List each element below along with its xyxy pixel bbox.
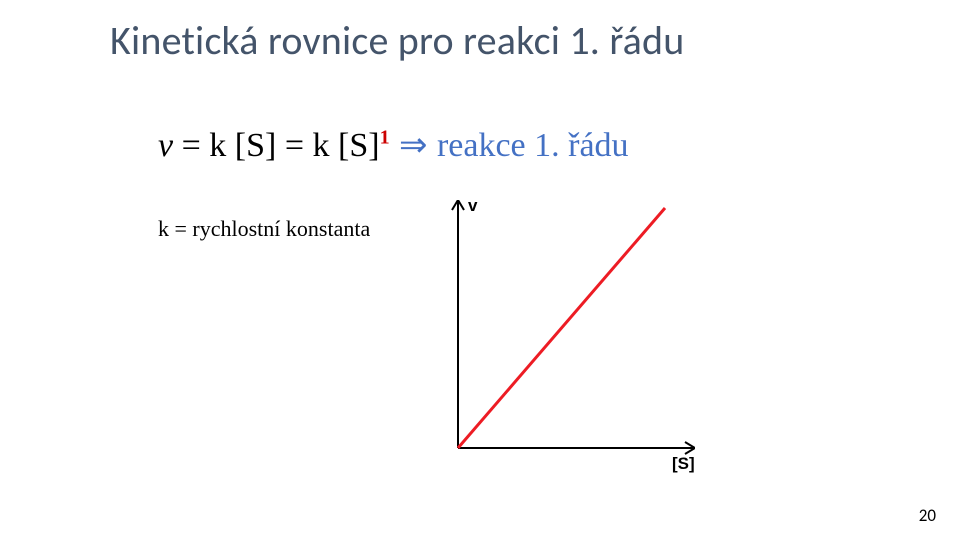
- equation-v: v: [158, 127, 173, 164]
- equation-rhs: reakce 1. řádu: [437, 127, 629, 164]
- equation-lhs: = k [S] = k [S]: [173, 127, 379, 164]
- kinetic-equation: v = k [S] = k [S]1 ⇒ reakce 1. řádu: [158, 125, 629, 165]
- chart-line: [458, 208, 665, 448]
- implies-arrow: ⇒ reakce 1. řádu: [390, 127, 629, 164]
- first-order-chart: [440, 200, 695, 455]
- page-number: 20: [919, 505, 936, 526]
- rate-constant-note: k = rychlostní konstanta: [158, 216, 370, 242]
- equation-exponent: 1: [380, 127, 390, 149]
- y-axis-label: v: [468, 196, 477, 216]
- slide-title: Kinetická rovnice pro reakci 1. řádu: [110, 16, 684, 65]
- x-axis-label: [S]: [672, 454, 695, 474]
- slide: Kinetická rovnice pro reakci 1. řádu v =…: [0, 0, 960, 540]
